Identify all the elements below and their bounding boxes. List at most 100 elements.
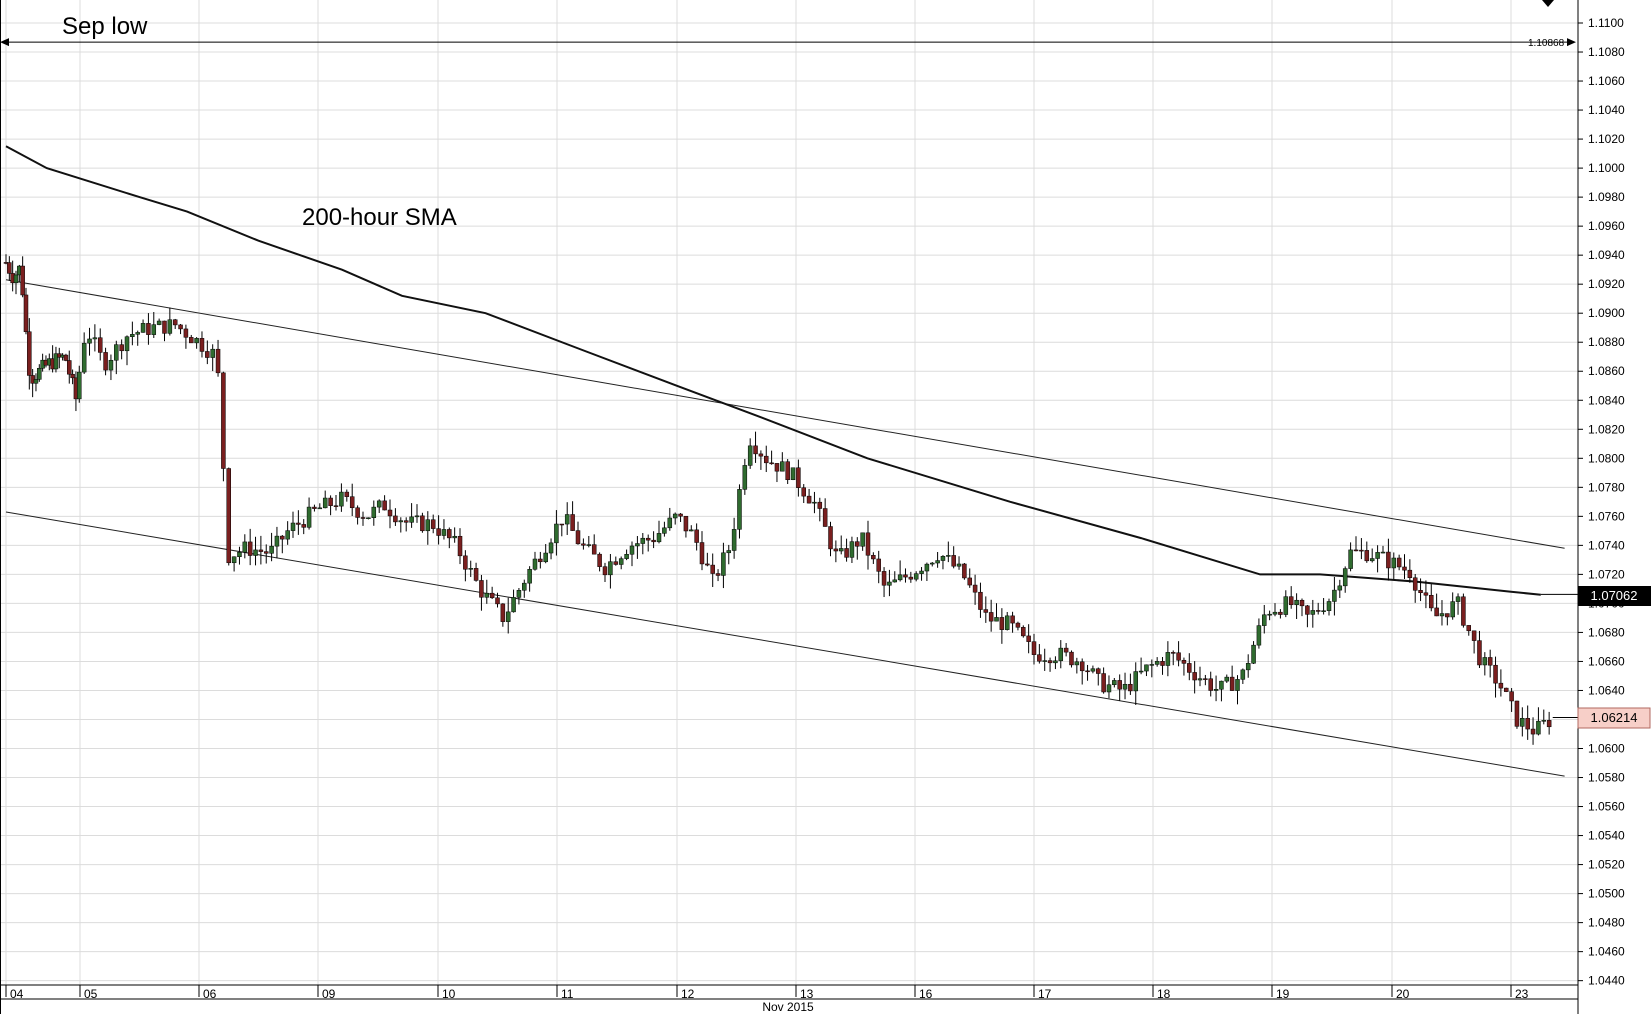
y-tick-label: 1.0960 (1588, 219, 1625, 233)
candle-body (774, 463, 780, 472)
candle-body (77, 371, 82, 400)
candle-body (951, 555, 956, 567)
candle-body (1407, 569, 1413, 579)
candle-body (511, 597, 516, 613)
candle-body (994, 617, 999, 622)
annotations: Sep low 200-hour SMA 1.10868 1.07062 1.0… (62, 13, 1651, 1014)
candle-body (629, 545, 635, 555)
y-tick-label: 1.0840 (1588, 393, 1625, 407)
candle-body (183, 328, 189, 338)
candle-body (479, 580, 484, 598)
candle-body (876, 558, 881, 572)
candle-body (1520, 718, 1525, 727)
candle-body (344, 491, 350, 497)
candle-body (430, 519, 436, 529)
candle-body (1493, 664, 1498, 684)
candle-body (108, 359, 114, 371)
candle-body (167, 319, 173, 334)
candle-body (414, 515, 420, 518)
sma-price-tag: 1.07062 (1591, 588, 1638, 603)
candle-body (1090, 668, 1096, 672)
candle-body (1256, 625, 1262, 646)
y-tick-label: 1.0940 (1588, 248, 1625, 262)
y-tick-label: 1.1040 (1588, 103, 1625, 117)
candle-body (699, 542, 705, 565)
y-tick-label: 1.0800 (1588, 451, 1625, 465)
candle-body (747, 445, 753, 466)
candle-body (1391, 557, 1397, 569)
candle-body (618, 558, 624, 565)
candle-body (425, 519, 431, 532)
candle-body (1429, 594, 1434, 609)
candle-body (130, 334, 135, 337)
candle-body (205, 351, 210, 358)
candle-body (559, 523, 565, 526)
x-tick-label: 23 (1515, 987, 1529, 1001)
candle-body (946, 555, 951, 557)
candle-body (269, 545, 274, 554)
x-month-label: Nov 2015 (762, 1000, 814, 1014)
candle-body (63, 354, 69, 361)
candle-body (764, 455, 769, 464)
candle-body (731, 529, 737, 551)
candle-body (500, 603, 506, 622)
candle-body (613, 561, 619, 565)
candle-body (409, 516, 414, 523)
candle-body (1283, 596, 1289, 615)
candle-body (1235, 679, 1240, 691)
candle-body (484, 592, 490, 598)
candle-body (258, 549, 264, 552)
y-tick-label: 1.0520 (1588, 858, 1625, 872)
candle-body (1063, 647, 1069, 653)
candle-body (817, 501, 823, 509)
candle-body (1181, 659, 1187, 664)
y-tick-label: 1.0580 (1588, 771, 1625, 785)
candle-body (1117, 680, 1122, 690)
candle-body (420, 515, 425, 532)
candle-body (860, 532, 865, 547)
candle-body (1294, 599, 1299, 606)
candle-body (656, 533, 662, 543)
y-tick-label: 1.0480 (1588, 916, 1625, 930)
candle-body (37, 367, 42, 380)
candle-body (790, 467, 796, 480)
candle-body (1402, 566, 1407, 571)
candle-body (1455, 596, 1461, 602)
candle-body (651, 539, 656, 543)
candle-body (1021, 627, 1026, 637)
candle-body (753, 445, 758, 455)
axes: 1.1100 1.1080 1.1060 1.1040 1.1020 1.1000 1.09… (5, 16, 1625, 1001)
candle-body (737, 489, 742, 530)
candle-body (548, 542, 554, 554)
y-tick-label: 1.1060 (1588, 74, 1625, 88)
candle-body (1026, 635, 1031, 642)
candle-body (296, 522, 301, 525)
candle-body (317, 507, 323, 510)
sep-low-arrow-right (1567, 38, 1576, 47)
candle-body (199, 338, 205, 352)
candle-body (1369, 558, 1375, 562)
candle-body (135, 332, 140, 335)
candle-body (280, 535, 285, 540)
last-price-tag: 1.06214 (1591, 710, 1638, 725)
candle-body (1348, 549, 1353, 569)
candle-body (710, 564, 715, 574)
candle-body (897, 574, 903, 581)
x-tick-label: 09 (322, 987, 336, 1001)
y-tick-label: 1.0980 (1588, 190, 1625, 204)
candle-body (1434, 607, 1439, 617)
channel-upper-line (5, 279, 1565, 549)
y-tick-label: 1.0860 (1588, 364, 1625, 378)
candle-body (1487, 657, 1493, 666)
candle-body (956, 563, 962, 567)
candle-body (463, 555, 468, 570)
candle-body (1315, 610, 1321, 612)
candle-body (1359, 549, 1364, 552)
y-tick-label: 1.0720 (1588, 567, 1625, 581)
candle-body (140, 323, 146, 333)
candle-body (87, 338, 92, 344)
y-tick-label: 1.1080 (1588, 45, 1625, 59)
candle-body (505, 611, 511, 622)
candle-body (263, 551, 269, 554)
candle-body (983, 609, 989, 613)
